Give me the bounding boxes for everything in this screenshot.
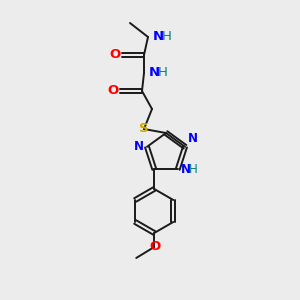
Text: N: N xyxy=(149,65,160,79)
Text: S: S xyxy=(139,122,149,136)
Text: O: O xyxy=(110,49,121,62)
Text: O: O xyxy=(108,85,119,98)
Text: N: N xyxy=(153,29,164,43)
Text: O: O xyxy=(150,241,161,254)
Text: H: H xyxy=(162,29,172,43)
Text: H: H xyxy=(189,163,197,176)
Text: H: H xyxy=(158,65,168,79)
Text: N: N xyxy=(134,140,144,153)
Text: N: N xyxy=(181,163,191,176)
Text: N: N xyxy=(188,132,198,145)
